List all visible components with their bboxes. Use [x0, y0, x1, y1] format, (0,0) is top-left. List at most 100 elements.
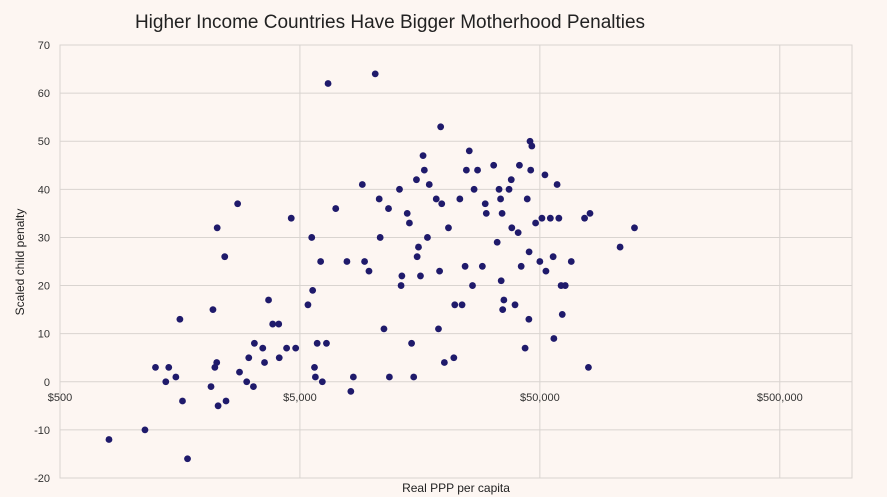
data-point	[532, 219, 539, 227]
data-point	[222, 397, 230, 405]
data-point	[511, 301, 519, 309]
data-point	[525, 315, 533, 323]
data-point	[553, 181, 561, 188]
data-point	[508, 224, 516, 232]
data-point	[141, 426, 149, 434]
data-point	[482, 209, 490, 217]
plot-frame	[59, 44, 853, 479]
data-point	[495, 185, 503, 193]
data-point	[546, 214, 554, 222]
data-point	[385, 373, 393, 381]
grid-layer	[59, 44, 852, 479]
data-point	[349, 373, 357, 381]
tick-labels: -20 -10 0 10 20 30 40 50 60 70 $500 $5,000 $50,000 $5…	[34, 40, 803, 485]
data-point	[165, 363, 173, 371]
data-point	[250, 339, 258, 347]
y-tick-label: 40	[38, 184, 50, 196]
data-point	[213, 224, 221, 232]
data-point	[456, 195, 464, 203]
data-point	[490, 161, 498, 169]
data-point	[497, 277, 505, 285]
chart-title: Higher Income Countries Have Bigger Moth…	[135, 12, 645, 33]
data-point	[176, 315, 184, 323]
data-point	[561, 282, 569, 289]
data-point	[451, 301, 459, 309]
x-axis-label: Real PPP per capita	[402, 481, 510, 495]
data-points	[105, 70, 638, 463]
x-tick-label: $500	[48, 392, 72, 404]
data-point	[292, 344, 300, 352]
data-point	[385, 205, 392, 212]
data-point	[507, 176, 515, 184]
data-point	[184, 455, 191, 463]
data-point	[287, 214, 295, 222]
data-point	[450, 354, 458, 362]
data-point	[514, 229, 522, 237]
data-point	[413, 176, 420, 184]
data-point	[311, 373, 319, 381]
data-point	[361, 258, 368, 265]
data-point	[527, 166, 535, 174]
data-point	[236, 368, 243, 376]
data-point	[269, 320, 277, 328]
data-point	[505, 185, 513, 193]
data-point	[213, 359, 221, 366]
data-point	[275, 320, 283, 328]
data-point	[521, 344, 529, 352]
y-tick-label: 50	[38, 136, 50, 148]
data-point	[324, 80, 332, 87]
y-axis-label: Scaled child penalty	[13, 209, 27, 316]
data-point	[469, 282, 476, 289]
data-point	[498, 209, 506, 217]
x-tick-label: $50,000	[520, 392, 560, 404]
data-point	[406, 219, 413, 227]
y-tick-label: -10	[34, 425, 50, 437]
data-point	[424, 234, 431, 241]
data-point	[581, 214, 588, 222]
data-point	[214, 402, 222, 410]
x-tick-label: $500,000	[757, 392, 803, 404]
data-point	[438, 200, 446, 208]
data-point	[538, 214, 546, 222]
data-point	[419, 152, 427, 160]
data-point	[243, 378, 251, 386]
y-tick-label: 20	[38, 281, 50, 293]
data-point	[265, 296, 272, 304]
data-point	[365, 267, 373, 275]
data-point	[425, 181, 433, 188]
data-point	[323, 339, 330, 347]
data-point	[304, 301, 312, 309]
data-point	[380, 325, 388, 333]
data-point	[432, 195, 440, 203]
data-point	[616, 243, 624, 251]
data-point	[221, 253, 229, 261]
data-point	[283, 344, 291, 352]
data-point	[152, 363, 159, 371]
data-point	[497, 195, 504, 203]
data-point	[555, 214, 563, 222]
data-point	[541, 171, 549, 179]
data-point	[558, 311, 566, 318]
data-point	[528, 142, 536, 150]
y-tick-label: -20	[34, 473, 50, 485]
data-point	[358, 181, 366, 188]
data-point	[209, 306, 217, 314]
data-point	[585, 363, 592, 371]
data-point	[462, 166, 470, 174]
data-point	[245, 354, 253, 362]
data-point	[396, 185, 403, 193]
data-point	[523, 195, 531, 203]
data-point	[311, 363, 318, 371]
data-point	[207, 383, 215, 390]
data-point	[179, 397, 186, 405]
data-point	[631, 224, 638, 232]
data-point	[517, 262, 525, 270]
data-point	[309, 286, 317, 294]
data-point	[550, 335, 558, 342]
data-point	[162, 378, 170, 386]
data-point	[259, 344, 267, 352]
data-point	[415, 243, 422, 251]
data-point	[440, 359, 448, 366]
data-point	[437, 123, 445, 131]
